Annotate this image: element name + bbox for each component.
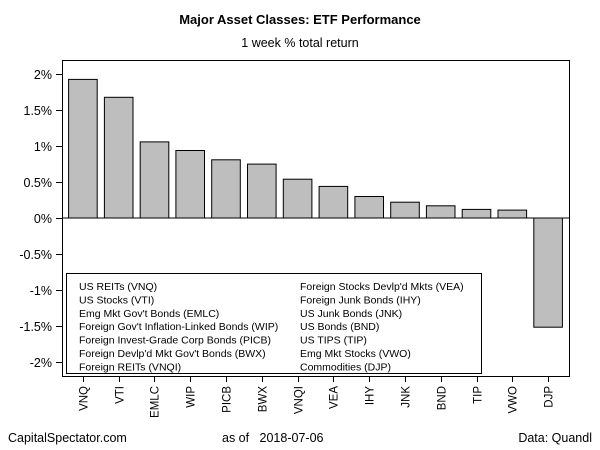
legend-entry: Foreign Invest-Grade Corp Bonds (PICB): [79, 335, 271, 347]
y-tick-label: 0.5%: [24, 176, 53, 190]
x-axis: VNQ VTI EMLC WIP PICB BWX VNQI VEA IHY JNK BND TIP V…: [79, 376, 556, 418]
x-tick-label: BND: [437, 386, 449, 410]
footer-data-credit: Data: Quandl: [518, 431, 592, 445]
bar-ihy: [354, 196, 384, 219]
legend-entry: Foreign REITs (VNQI): [79, 361, 181, 373]
x-tick-label: EMLC: [150, 386, 162, 418]
y-axis: 2% 1.5% 1% 0.5% 0% -0.5% -1% -1.5% -2%: [19, 68, 62, 370]
bar-bnd: [425, 205, 456, 219]
bar-vnqi: [282, 178, 313, 219]
x-tick-label: WIP: [186, 386, 198, 408]
bar-picb: [211, 159, 241, 219]
bar-tip: [461, 208, 492, 219]
legend-entry: Foreign Stocks Devlp'd Mkts (VEA): [300, 281, 464, 293]
y-tick-label: 2%: [34, 68, 52, 82]
legend-entry: Foreign Devlp'd Mkt Gov't Bonds (BWX): [79, 348, 266, 360]
y-tick-label: -2%: [30, 356, 52, 370]
x-tick-label: IHY: [365, 386, 377, 406]
legend-entry: US REITs (VNQ): [79, 281, 157, 293]
y-tick-label: 1.5%: [24, 104, 53, 118]
plot-frame: [62, 60, 570, 377]
legend-entry: Commodities (DJP): [300, 361, 391, 373]
legend-entry: US Stocks (VTI): [79, 294, 154, 306]
bar-djp: [533, 217, 563, 328]
legend-entry: Emg Mkt Stocks (VWO): [300, 348, 411, 360]
bar-wip: [175, 150, 205, 219]
y-tick-label: -0.5%: [19, 248, 52, 262]
legend-entry: US Bonds (BND): [300, 321, 379, 333]
footer-date-value: 2018-07-06: [259, 431, 324, 445]
chart-subtitle: 1 week % total return: [241, 36, 359, 50]
bar-vea: [318, 185, 349, 219]
y-tick-label: -1%: [30, 284, 52, 298]
legend-entry: US TIPS (TIP): [300, 335, 367, 347]
footer-source: CapitalSpectator.com: [8, 431, 127, 445]
x-tick-label: PICB: [222, 386, 234, 413]
bar-jnk: [390, 201, 420, 219]
bar-emlc: [139, 141, 170, 219]
x-tick-label: BWX: [258, 386, 270, 413]
x-tick-label: VTI: [115, 386, 127, 404]
x-tick-label: VWO: [508, 386, 520, 414]
legend: US REITs (VNQ)US Stocks (VTI) Emg Mkt Gov…: [66, 273, 482, 374]
chart-title: Major Asset Classes: ETF Performance: [179, 12, 421, 27]
x-tick-label: JNK: [401, 386, 413, 408]
x-tick-label: DJP: [544, 386, 556, 408]
y-tick-label: 1%: [34, 140, 52, 154]
footer-as-of: as of: [222, 431, 250, 445]
bar-vwo: [497, 209, 528, 219]
x-tick-label: VNQI: [294, 386, 306, 414]
y-tick-label: -1.5%: [19, 320, 52, 334]
legend-box: [66, 273, 482, 374]
bar-bwx: [247, 163, 277, 219]
x-tick-label: VEA: [329, 386, 341, 409]
bar-vti: [103, 96, 134, 219]
x-tick-label: TIP: [473, 386, 485, 404]
legend-entry: Foreign Junk Bonds (IHY): [300, 294, 421, 306]
x-tick-label: VNQ: [79, 386, 91, 411]
y-tick-label: 0%: [34, 212, 52, 226]
legend-entry: Emg Mkt Gov't Bonds (EMLC): [79, 308, 219, 320]
legend-entry: Foreign Gov't Inflation-Linked Bonds (WI…: [79, 321, 278, 333]
bars: [62, 78, 569, 328]
bar-vnq: [68, 78, 98, 219]
footer-date: as of 2018-07-06: [222, 431, 323, 445]
legend-entry: US Junk Bonds (JNK): [300, 308, 402, 320]
